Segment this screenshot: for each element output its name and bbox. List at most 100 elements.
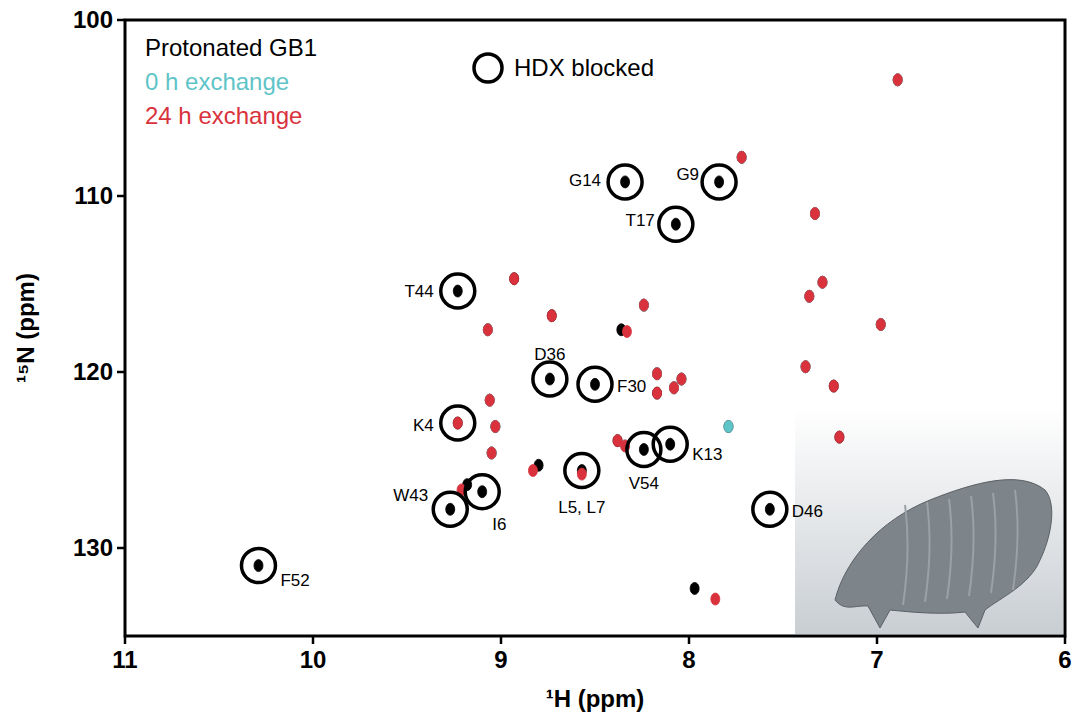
plot-area [241,74,902,605]
legend-entry: 0 h exchange [145,68,289,95]
peak-labels: G14G9T17T44D36F30K4K13V54L5, L7I6W43D46F… [280,165,823,590]
peak [621,176,630,188]
peak [810,208,819,220]
peak [893,74,902,86]
peak [453,285,462,297]
peak-label: T17 [626,211,655,230]
peak [487,447,496,459]
peak [876,318,885,330]
peak [545,373,554,385]
peak-label: K13 [692,445,722,464]
blocked-circle [433,492,467,526]
peak [737,151,746,163]
y-axis-title: ¹⁵N (ppm) [12,273,39,383]
peak [485,394,494,406]
peak [876,318,885,330]
peak [254,560,263,572]
peak [639,299,648,311]
legend-blocked: HDX blocked [514,54,654,81]
blocked-circle [659,207,693,241]
x-tick-label: 9 [494,646,507,673]
peak [677,373,686,385]
peak-label: G14 [569,171,601,190]
peak [810,208,819,220]
tardigrade-fold [1013,490,1018,590]
peak [487,447,496,459]
peak [653,368,662,380]
peak [810,208,819,220]
peak [485,394,494,406]
blocked-circle [578,367,612,401]
peak [491,421,500,433]
peak [737,151,746,163]
blocked-circle [608,165,642,199]
series-1 [483,74,902,459]
peak [876,318,885,330]
blocked-circle [565,454,599,488]
blocked-circle [533,362,567,396]
peak [639,299,648,311]
tardigrade-fold [969,496,974,596]
axes: 11109876100110120130¹H (ppm)¹⁵N (ppm) [12,6,1072,712]
peak [805,290,814,302]
image-ground [795,408,1063,634]
x-tick-label: 6 [1058,646,1071,673]
peak [801,361,810,373]
peak [547,310,556,322]
y-tick-label: 100 [73,6,113,33]
tardigrade [835,480,1052,628]
peak [805,290,814,302]
peak [453,417,462,429]
peak [724,421,733,433]
chart: 11109876100110120130¹H (ppm)¹⁵N (ppm)G14… [0,0,1075,721]
tardigrade-image [795,408,1063,634]
peak [485,394,494,406]
peak [547,310,556,322]
peak [483,324,492,336]
peak [835,431,844,443]
y-tick-label: 130 [73,534,113,561]
peak [677,373,686,385]
peak [483,324,492,336]
peak [677,373,686,385]
peak [829,380,838,392]
blocked-circle [627,432,661,466]
peak [491,421,500,433]
y-tick-label: 120 [73,358,113,385]
peak [715,176,724,188]
peak-label: D46 [792,502,823,521]
blocked-circle [241,549,275,583]
x-tick-label: 11 [112,646,137,673]
legend-blocked-symbol [474,54,502,82]
peak [446,503,455,515]
peak [671,218,680,230]
plot-frame [125,20,1065,636]
peak [639,443,648,455]
blocked-circle [441,274,475,308]
peak [666,438,675,450]
peak [528,465,537,477]
blocked-circle [441,406,475,440]
blocked-circle [702,165,736,199]
peak [805,290,814,302]
peak [724,421,733,433]
peak-label: T44 [404,282,433,301]
peak [711,593,720,605]
peak-label: D36 [534,345,565,364]
peak [835,431,844,443]
peak [669,382,678,394]
peak [510,273,519,285]
peak [818,276,827,288]
peak [453,417,462,429]
legend-entry: 24 h exchange [145,102,302,129]
peak-label: F52 [280,571,309,590]
tardigrade-fold [903,505,908,605]
tardigrade-fold [991,493,996,593]
blocked-circle [753,492,787,526]
peak [737,151,746,163]
peak [818,276,827,288]
peak [487,447,496,459]
tardigrade-fold [925,502,930,602]
peak [491,421,500,433]
peak [893,74,902,86]
